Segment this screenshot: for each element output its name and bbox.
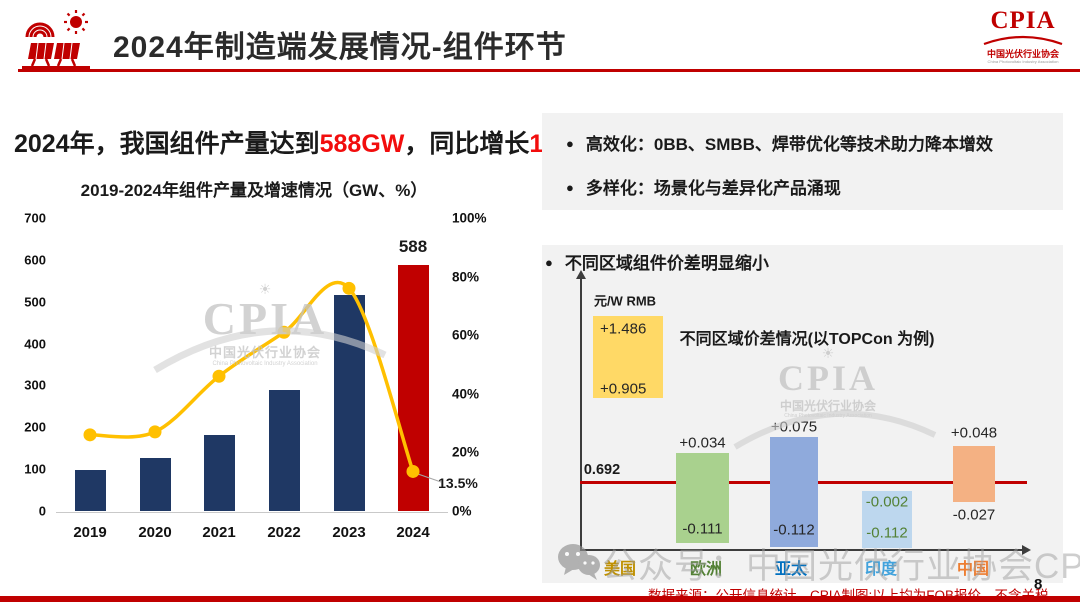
production-bar-2019 <box>74 469 106 511</box>
x-axis-label: 2023 <box>332 524 366 541</box>
wechat-icon <box>558 544 600 580</box>
title-underline <box>18 69 1080 72</box>
headline-seg-1: 2024年，我国组件产量达到 <box>14 130 320 158</box>
bullet-efficiency: ● 高效化：0BB、SMBB、焊带优化等技术助力降本增效 <box>566 135 993 154</box>
production-bar-2021 <box>203 434 235 511</box>
right-axis-tick: 0% <box>452 503 472 519</box>
headline-seg-2: ，同比增长 <box>404 130 530 158</box>
right-axis-tick: 40% <box>452 386 480 402</box>
left-axis-tick: 600 <box>24 252 46 268</box>
cpia-watermark-left: ☀ CPIA 中国光伏行业协会 China Photovoltaic Indus… <box>165 282 365 367</box>
section-title-price-gap: ● 不同区域组件价差明显缩小 <box>545 254 769 273</box>
left-chart-baseline <box>56 512 448 513</box>
growth-line-marker <box>212 369 226 383</box>
left-axis-tick: 700 <box>24 210 46 226</box>
left-axis-tick: 200 <box>24 419 46 435</box>
sun-icon: ☀ <box>258 281 272 297</box>
left-axis-tick: 0 <box>38 503 46 519</box>
x-axis-label: 2020 <box>138 524 172 541</box>
growth-line-marker <box>148 425 162 439</box>
right-axis-tick: 80% <box>452 269 480 285</box>
headline: 2024年，我国组件产量达到588GW，同比增长13.5% <box>14 124 600 160</box>
right-axis-tick: 60% <box>452 327 480 343</box>
production-bar-2022 <box>268 389 300 511</box>
cpia-logo-swoosh <box>983 35 1063 46</box>
tech-highlights-panel <box>542 113 1063 210</box>
growth-line-marker <box>83 428 97 442</box>
solar-panel-icon <box>22 10 90 69</box>
x-axis-label: 2024 <box>396 524 430 541</box>
growth-line-marker <box>277 325 291 339</box>
production-bar-2020 <box>139 458 171 511</box>
right-axis-tick: 100% <box>452 210 487 226</box>
cpia-watermark-left-swoosh <box>153 327 387 373</box>
growth-value-label-2024: 13.5% <box>438 475 478 491</box>
bottom-red-strip <box>0 596 1080 602</box>
x-axis-label: 2022 <box>267 524 301 541</box>
cpia-logo-sub: 中国光伏行业协会 <box>986 49 1059 59</box>
left-axis-tick: 500 <box>24 294 46 310</box>
production-bar-2023 <box>333 295 365 511</box>
growth-line-marker <box>342 281 356 295</box>
growth-line-marker <box>406 464 420 478</box>
production-bar-2024 <box>397 264 429 511</box>
left-axis-tick: 100 <box>24 461 46 477</box>
bullet-dot-icon: ● <box>566 180 574 195</box>
cpia-logo-sub-en: China Photovoltaic Industry Association <box>987 59 1059 64</box>
cpia-logo: CPIA 中国光伏行业协会 China Photovoltaic Industr… <box>982 8 1064 65</box>
bullet-diversification: ● 多样化：场景化与差异化产品涌现 <box>566 179 841 198</box>
left-axis-tick: 300 <box>24 377 46 393</box>
headline-value-production: 588GW <box>319 130 405 158</box>
left-axis-tick: 400 <box>24 336 46 352</box>
x-axis-label: 2019 <box>73 524 107 541</box>
bar-value-label-2024: 588 <box>398 237 428 256</box>
bullet-dot-icon: ● <box>545 255 553 270</box>
left-chart-title: 2019-2024年组件产量及增速情况（GW、%） <box>80 181 428 200</box>
bullet-dot-icon: ● <box>566 136 574 151</box>
x-axis-label: 2021 <box>202 524 236 541</box>
page-number: 8 <box>1034 576 1043 593</box>
right-axis-tick: 20% <box>452 444 480 460</box>
page-title: 2024年制造端发展情况-组件环节 <box>113 31 567 64</box>
price-gap-panel <box>542 245 1063 583</box>
cpia-logo-text: CPIA <box>990 7 1056 34</box>
